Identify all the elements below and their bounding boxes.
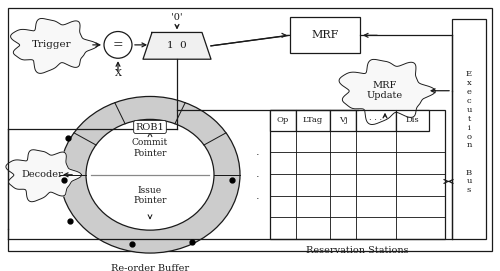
Text: E
x
e
c
u
t
i
o
n: E x e c u t i o n — [466, 70, 472, 149]
Polygon shape — [6, 150, 82, 202]
Text: · · ·: · · · — [370, 116, 382, 124]
Text: LTag: LTag — [303, 116, 323, 124]
Text: MRF
Update: MRF Update — [367, 81, 403, 101]
Text: Op: Op — [277, 116, 289, 124]
Polygon shape — [10, 18, 98, 73]
Bar — [356, 110, 396, 131]
Polygon shape — [339, 59, 435, 124]
Text: MRF: MRF — [312, 30, 338, 40]
Bar — [270, 110, 296, 131]
Text: =: = — [112, 38, 124, 51]
Text: 1  0: 1 0 — [167, 41, 187, 50]
Text: Issue
Pointer: Issue Pointer — [133, 186, 167, 205]
Text: .: . — [256, 169, 260, 179]
Text: Decoder: Decoder — [21, 170, 63, 179]
Bar — [270, 110, 445, 239]
Text: .: . — [256, 147, 260, 157]
Bar — [290, 17, 360, 53]
Text: Re-order Buffer: Re-order Buffer — [111, 264, 189, 271]
Polygon shape — [143, 33, 211, 59]
Text: .: . — [256, 191, 260, 201]
Bar — [296, 110, 330, 131]
Bar — [396, 110, 429, 131]
Text: Vj: Vj — [338, 116, 347, 124]
Ellipse shape — [60, 96, 240, 253]
Text: Trigger: Trigger — [32, 40, 72, 49]
Ellipse shape — [86, 119, 214, 230]
Text: '0': '0' — [171, 13, 183, 22]
Text: Dis: Dis — [406, 116, 419, 124]
Bar — [330, 110, 356, 131]
Text: Commit
Pointer: Commit Pointer — [132, 138, 168, 158]
Circle shape — [104, 31, 132, 58]
Text: ROB1: ROB1 — [136, 122, 164, 131]
Bar — [452, 19, 486, 239]
Text: X: X — [114, 69, 121, 78]
Text: Reservation Stations: Reservation Stations — [306, 246, 409, 255]
Text: B
u
s: B u s — [466, 169, 472, 194]
